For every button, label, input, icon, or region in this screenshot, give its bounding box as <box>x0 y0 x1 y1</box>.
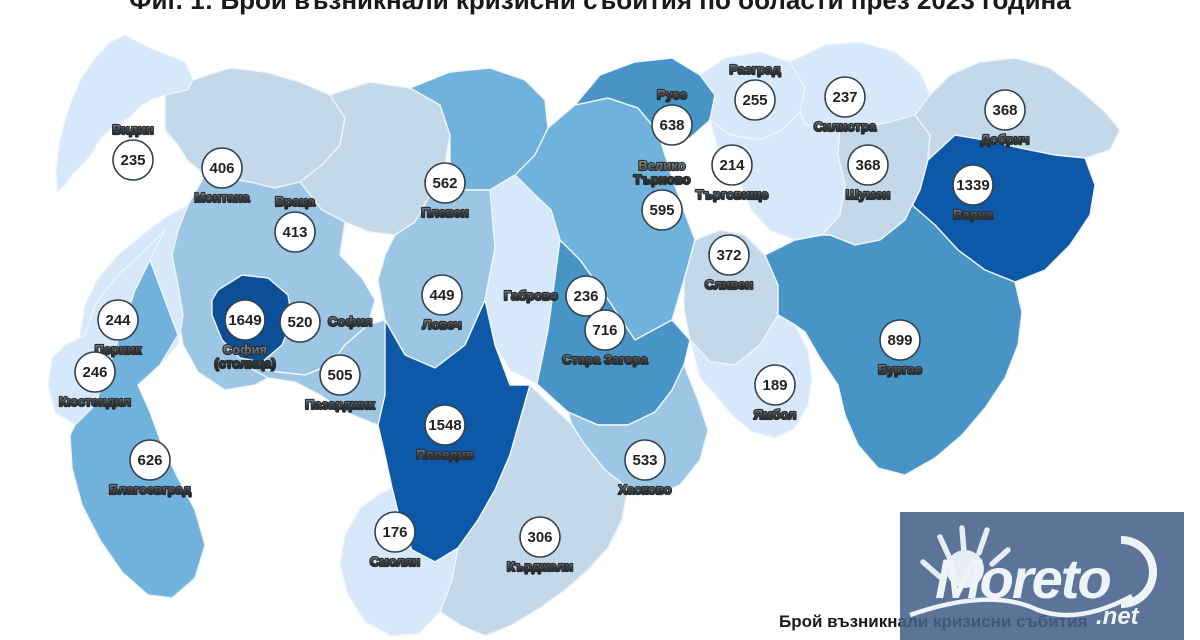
svg-text:Смолян: Смолян <box>370 554 420 569</box>
svg-text:Сливен: Сливен <box>705 277 754 292</box>
svg-text:Плевен: Плевен <box>421 205 469 220</box>
svg-text:Благоевград: Благоевград <box>109 482 192 497</box>
svg-text:214: 214 <box>719 157 745 174</box>
svg-text:Шумен: Шумен <box>846 187 891 202</box>
svg-text:Монтана: Монтана <box>194 190 250 205</box>
svg-text:Пловдив: Пловдив <box>416 447 474 462</box>
svg-text:Пазарджик: Пазарджик <box>305 397 375 412</box>
svg-text:Ямбол: Ямбол <box>754 407 797 422</box>
svg-text:236: 236 <box>573 288 598 305</box>
svg-text:София(столица): София (столица) <box>214 342 275 371</box>
svg-text:Ловеч: Ловеч <box>422 317 461 332</box>
svg-text:246: 246 <box>82 364 107 381</box>
svg-text:899: 899 <box>887 332 912 349</box>
svg-text:533: 533 <box>632 452 657 469</box>
svg-text:Разград: Разград <box>729 62 781 77</box>
svg-text:1339: 1339 <box>956 177 989 194</box>
svg-text:449: 449 <box>429 287 454 304</box>
svg-text:1649: 1649 <box>228 312 261 329</box>
svg-text:Кърджали: Кърджали <box>507 559 573 574</box>
svg-text:Видин: Видин <box>112 122 153 137</box>
svg-text:1548: 1548 <box>428 417 461 434</box>
svg-text:Търговище: Търговище <box>696 187 769 202</box>
svg-text:235: 235 <box>120 152 145 169</box>
svg-text:244: 244 <box>105 312 131 329</box>
svg-text:520: 520 <box>287 314 312 331</box>
svg-text:Кюстендил: Кюстендил <box>59 394 131 409</box>
svg-text:Русе: Русе <box>657 87 687 102</box>
svg-text:716: 716 <box>592 322 617 339</box>
svg-text:413: 413 <box>282 224 307 241</box>
svg-text:Варна: Варна <box>953 207 993 222</box>
svg-text:626: 626 <box>137 452 162 469</box>
svg-text:255: 255 <box>742 92 767 109</box>
svg-text:306: 306 <box>527 529 552 546</box>
svg-text:372: 372 <box>716 247 741 264</box>
svg-text:Стара Загора: Стара Загора <box>562 352 648 367</box>
svg-text:368: 368 <box>992 102 1017 119</box>
svg-text:Враца: Враца <box>275 194 316 209</box>
svg-text:Хасково: Хасково <box>618 482 671 497</box>
svg-text:София: София <box>328 314 372 329</box>
svg-text:368: 368 <box>855 157 880 174</box>
svg-text:Добрич: Добрич <box>981 132 1030 147</box>
svg-text:595: 595 <box>649 202 674 219</box>
svg-text:176: 176 <box>382 524 407 541</box>
svg-text:638: 638 <box>659 117 684 134</box>
svg-text:189: 189 <box>762 377 787 394</box>
svg-text:Габрово: Габрово <box>504 288 558 303</box>
svg-text:406: 406 <box>209 160 234 177</box>
svg-text:237: 237 <box>832 89 857 106</box>
svg-text:505: 505 <box>327 367 352 384</box>
svg-text:562: 562 <box>432 175 457 192</box>
svg-text:Бургас: Бургас <box>878 362 922 377</box>
svg-text:Силистра: Силистра <box>814 119 877 134</box>
